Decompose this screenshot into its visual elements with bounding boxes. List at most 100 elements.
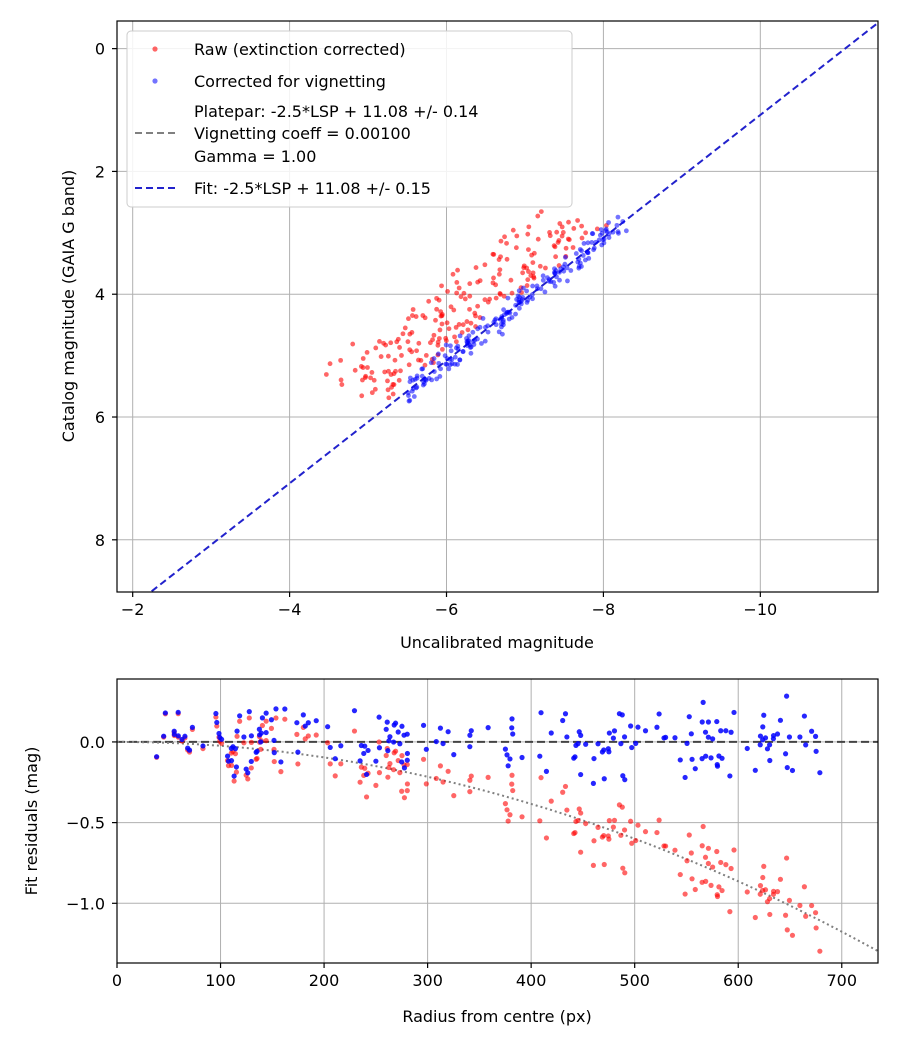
- bottom-raw-point: [684, 858, 690, 864]
- top-corrected-point: [561, 268, 567, 274]
- bottom-raw-point: [338, 761, 344, 767]
- top-raw-point: [526, 247, 531, 253]
- bottom-corrected-point: [200, 743, 206, 749]
- bottom-corrected-point: [635, 724, 641, 730]
- bottom-raw-point: [801, 884, 807, 890]
- top-raw-point: [461, 290, 467, 296]
- top-raw-point: [553, 254, 559, 260]
- top-raw-point: [510, 227, 516, 233]
- bottom-corrected-point: [562, 711, 569, 717]
- top-corrected-point: [479, 341, 484, 346]
- bottom-corrected-point: [620, 773, 626, 779]
- top-raw-point: [390, 382, 396, 387]
- top-raw-point: [554, 229, 560, 235]
- bottom-y-axis-label: Fit residuals (mag): [22, 747, 41, 896]
- bottom-corrected-point: [578, 732, 584, 738]
- bottom-corrected-point: [813, 748, 819, 754]
- top-raw-point: [560, 229, 566, 235]
- bottom-raw-point: [327, 761, 333, 767]
- bottom-raw-point: [635, 822, 641, 828]
- bottom-raw-point: [401, 795, 408, 801]
- top-corrected-point: [428, 360, 434, 366]
- legend-label-platepar: Platepar: -2.5*LSP + 11.08 +/- 0.14: [194, 102, 478, 121]
- bottom-corrected-point: [404, 731, 410, 737]
- bottom-raw-point: [767, 911, 773, 918]
- top-raw-point: [430, 337, 435, 343]
- bottom-raw-point: [817, 948, 823, 954]
- bottom-corrected-point: [228, 758, 235, 764]
- top-raw-point: [458, 294, 464, 300]
- top-corrected-point: [593, 239, 599, 245]
- top-raw-point: [525, 277, 531, 283]
- bottom-x-tick-label: 200: [309, 971, 340, 990]
- top-corrected-point: [435, 351, 441, 357]
- bottom-raw-point: [610, 824, 616, 830]
- top-raw-point: [398, 368, 403, 374]
- bottom-corrected-point: [268, 717, 275, 723]
- top-corrected-point: [615, 229, 621, 235]
- bottom-raw-point: [263, 738, 269, 744]
- bottom-corrected-point: [332, 756, 338, 762]
- bottom-raw-point: [786, 897, 793, 903]
- top-corrected-point: [442, 353, 448, 359]
- bottom-corrected-point: [233, 764, 240, 770]
- legend: Raw (extinction corrected) Corrected for…: [126, 30, 573, 208]
- bottom-corrected-point: [271, 750, 277, 756]
- bottom-raw-point: [809, 902, 815, 909]
- bottom-corrected-point: [376, 745, 383, 751]
- top-corrected-point: [597, 232, 603, 238]
- bottom-raw-point: [770, 891, 777, 897]
- top-corrected-point: [529, 292, 535, 297]
- bottom-corrected-point: [656, 711, 662, 717]
- top-raw-point: [498, 238, 504, 244]
- top-raw-point: [508, 277, 514, 283]
- top-raw-point: [386, 368, 391, 374]
- legend-label-corrected: Corrected for vignetting: [194, 72, 386, 91]
- top-corrected-point: [411, 394, 417, 399]
- bottom-raw-point: [618, 832, 624, 838]
- top-corrected-point: [575, 259, 581, 265]
- top-corrected-point: [471, 342, 477, 347]
- bottom-corrected-point: [385, 748, 391, 754]
- top-raw-point: [575, 218, 581, 223]
- top-raw-point: [468, 320, 474, 326]
- top-raw-point: [393, 368, 398, 374]
- top-corrected-point: [472, 337, 478, 343]
- bottom-raw-point: [386, 764, 392, 771]
- bottom-raw-point: [803, 913, 809, 919]
- bottom-corrected-point: [710, 736, 716, 742]
- top-raw-point: [416, 357, 421, 363]
- bottom-corrected-point: [752, 767, 758, 773]
- top-raw-point: [409, 349, 415, 355]
- bottom-corrected-point: [762, 735, 769, 741]
- top-raw-point: [360, 356, 366, 361]
- bottom-corrected-point: [387, 734, 393, 740]
- bottom-raw-point: [504, 807, 510, 813]
- top-raw-point: [392, 357, 398, 363]
- top-raw-point: [559, 233, 565, 239]
- bottom-corrected-point: [363, 771, 370, 778]
- bottom-model-curve: [117, 740, 878, 952]
- top-raw-point: [386, 395, 392, 401]
- top-corrected-point: [455, 362, 460, 367]
- top-raw-point: [559, 224, 565, 230]
- bottom-x-tick-label: 100: [205, 971, 236, 990]
- top-raw-point: [526, 224, 532, 230]
- top-raw-point: [371, 377, 377, 383]
- top-corrected-point: [580, 253, 586, 258]
- top-raw-point: [513, 245, 519, 251]
- bottom-raw-point: [562, 783, 569, 790]
- bottom-corrected-point: [467, 744, 473, 750]
- bottom-raw-point: [629, 840, 635, 846]
- top-corrected-point: [500, 317, 506, 323]
- top-raw-point: [462, 296, 468, 302]
- bottom-corrected-point: [714, 763, 721, 769]
- top-raw-point: [571, 226, 577, 231]
- top-raw-point: [482, 297, 488, 303]
- top-corrected-point: [557, 269, 562, 275]
- top-raw-point: [509, 290, 515, 296]
- bottom-corrected-point: [628, 723, 634, 729]
- top-corrected-point: [525, 297, 531, 303]
- bottom-corrected-point: [234, 728, 240, 734]
- bottom-raw-point: [376, 739, 382, 745]
